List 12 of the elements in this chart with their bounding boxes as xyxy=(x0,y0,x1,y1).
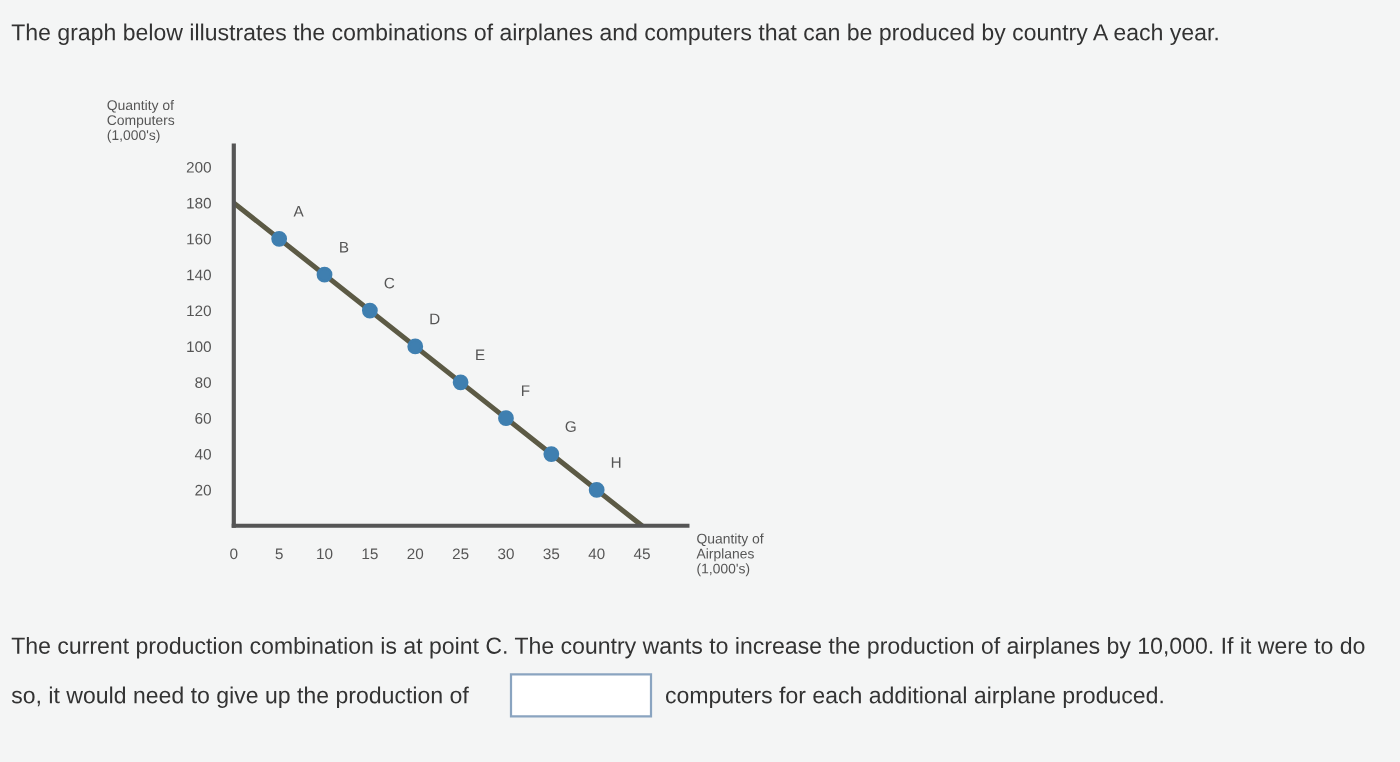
point xyxy=(452,374,469,391)
point xyxy=(407,338,424,355)
point xyxy=(361,302,378,319)
text: so, it would need to give up the production of xyxy=(11,686,469,708)
text: computers for each additional airplane produced. xyxy=(665,686,1163,708)
point xyxy=(588,482,605,498)
chart-title: The graph below illustrates the combinations of airplanes and computers that can be produced by country A each year. xyxy=(11,23,1218,46)
point xyxy=(271,230,288,247)
point xyxy=(543,446,560,462)
text: The current production combination is at point C. The country wants to increase the production of airplanes by 10,000. If it were to do xyxy=(11,636,1365,659)
point xyxy=(498,410,514,427)
point xyxy=(316,266,333,283)
